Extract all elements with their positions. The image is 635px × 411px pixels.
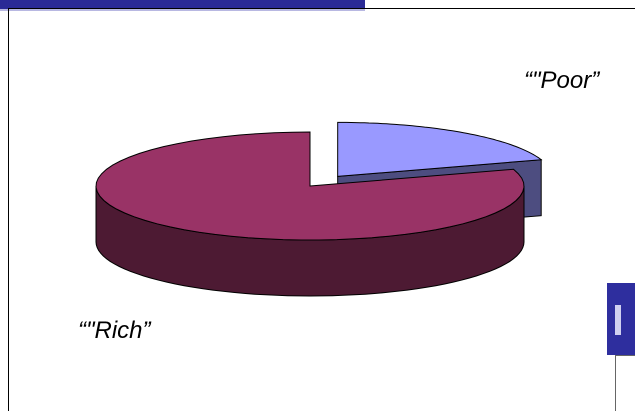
slice-label: “"Poor” (524, 67, 600, 94)
side-box (615, 355, 635, 411)
slice-top (337, 121, 543, 177)
slice-top (95, 131, 525, 241)
header-bar (0, 0, 365, 9)
chart-frame (8, 8, 635, 411)
slice-label: “"Rich” (78, 317, 152, 344)
pie (95, 121, 543, 297)
side-panel-glyph (615, 305, 621, 335)
